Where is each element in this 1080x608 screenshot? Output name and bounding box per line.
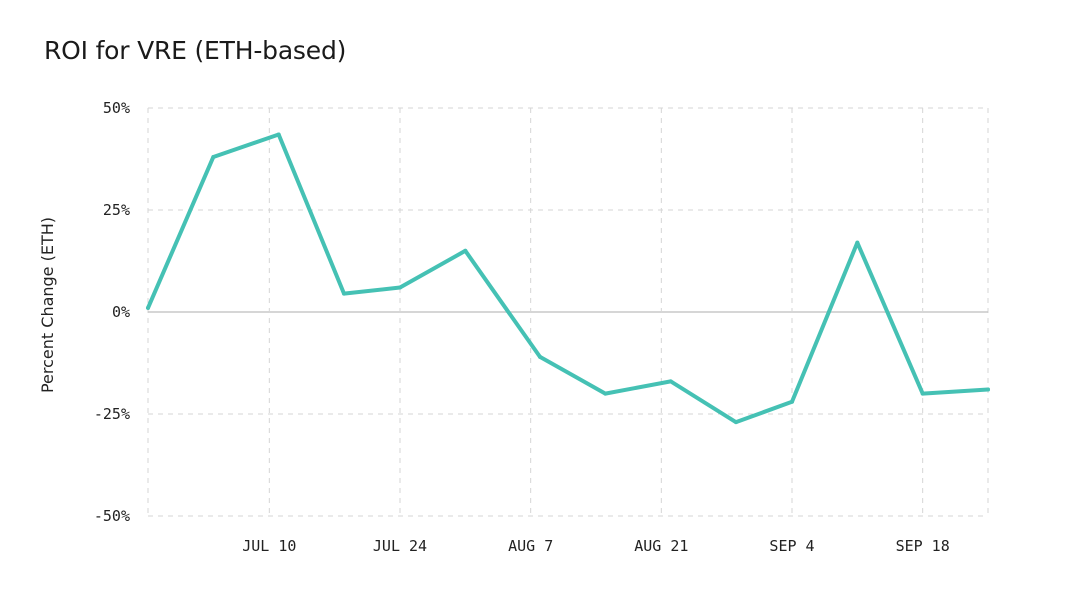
x-tick-label: AUG 21 bbox=[634, 537, 688, 555]
data-point bbox=[603, 391, 608, 396]
y-tick-label: 25% bbox=[103, 201, 130, 219]
y-axis-ticks: 50% 25% 0% -25% -50% bbox=[94, 99, 130, 525]
data-point bbox=[463, 248, 468, 253]
chart-title: ROI for VRE (ETH-based) bbox=[44, 36, 347, 65]
x-tick-label: JUL 24 bbox=[373, 537, 427, 555]
data-point bbox=[211, 154, 216, 159]
series-line bbox=[146, 132, 990, 425]
data-point bbox=[276, 132, 281, 137]
data-point bbox=[855, 240, 860, 245]
series-layer bbox=[146, 132, 990, 425]
data-point bbox=[790, 399, 794, 404]
x-tick-label: SEP 18 bbox=[896, 537, 950, 555]
grid bbox=[147, 107, 989, 517]
y-axis-label: Percent Change (ETH) bbox=[38, 217, 57, 393]
data-point bbox=[920, 391, 925, 396]
data-point bbox=[398, 285, 402, 290]
data-point bbox=[734, 420, 738, 425]
data-point bbox=[538, 354, 542, 359]
data-point bbox=[342, 291, 346, 296]
x-tick-label: SEP 4 bbox=[769, 537, 814, 555]
x-axis-ticks: JUL 10 JUL 24 AUG 7 AUG 21 SEP 4 SEP 18 bbox=[242, 537, 950, 555]
y-tick-label: -50% bbox=[94, 507, 130, 525]
y-tick-label: 0% bbox=[112, 303, 130, 321]
data-point bbox=[146, 305, 150, 310]
data-point bbox=[668, 379, 673, 384]
data-point bbox=[986, 387, 990, 392]
y-tick-label: 50% bbox=[103, 99, 130, 117]
x-tick-label: JUL 10 bbox=[242, 537, 296, 555]
x-tick-label: AUG 7 bbox=[508, 537, 553, 555]
y-tick-label: -25% bbox=[94, 405, 130, 423]
